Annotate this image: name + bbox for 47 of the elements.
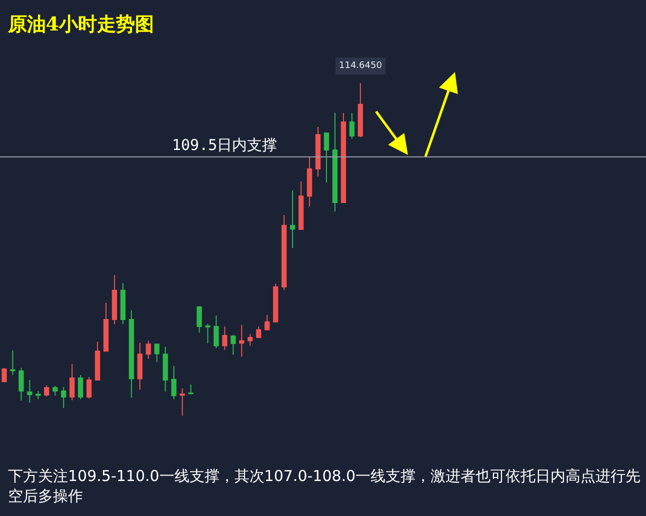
candlestick [332, 112, 338, 212]
candlestick [18, 367, 24, 402]
candlestick [146, 340, 151, 360]
candlestick [10, 350, 16, 376]
candlestick [349, 112, 354, 140]
text: 下方关注109.5-110.0一线支撑，其次107.0-108.0一线支撑，激进者也可依托日内高点进行先空后多操作 [8, 466, 642, 506]
candlestick [103, 302, 109, 352]
candlestick [128, 310, 134, 398]
candlestick [112, 274, 118, 325]
chart-title: 原油4小时走势图 [6, 14, 154, 36]
candlestick [94, 341, 100, 381]
candlestick [315, 126, 321, 178]
candlestick [196, 306, 202, 333]
candlestick [340, 112, 346, 203]
candlestick [358, 82, 363, 138]
candlestick [70, 364, 75, 401]
candlestick [256, 326, 262, 338]
candlestick [222, 326, 228, 350]
annotation: 114.6450 [339, 61, 382, 71]
candlestick [324, 132, 330, 184]
candlestick [264, 314, 270, 330]
candlestick [214, 315, 219, 349]
candlestick [290, 190, 296, 249]
candlestick [239, 324, 244, 358]
candlestick [52, 386, 58, 396]
candlestick [154, 342, 160, 363]
candlestick [86, 376, 92, 400]
candlestick [282, 214, 287, 290]
candlestick [2, 368, 7, 383]
candlestick [36, 390, 41, 400]
candlestick [120, 282, 126, 325]
candlestick [306, 156, 312, 207]
candlestick [180, 388, 185, 416]
candlestick [61, 386, 66, 408]
candlestick [44, 384, 50, 398]
ref-line-label: 109.5日内支撑 [172, 136, 278, 154]
candlestick [78, 374, 84, 400]
candlestick [273, 283, 278, 322]
candlestick [205, 323, 210, 344]
candlestick [188, 384, 194, 395]
candlestick [27, 380, 32, 404]
candlestick [298, 181, 304, 230]
candlestick [137, 342, 142, 390]
candlestick [162, 346, 168, 392]
candlestick [230, 334, 236, 356]
candlestick [248, 334, 253, 346]
candlestick [171, 366, 176, 400]
